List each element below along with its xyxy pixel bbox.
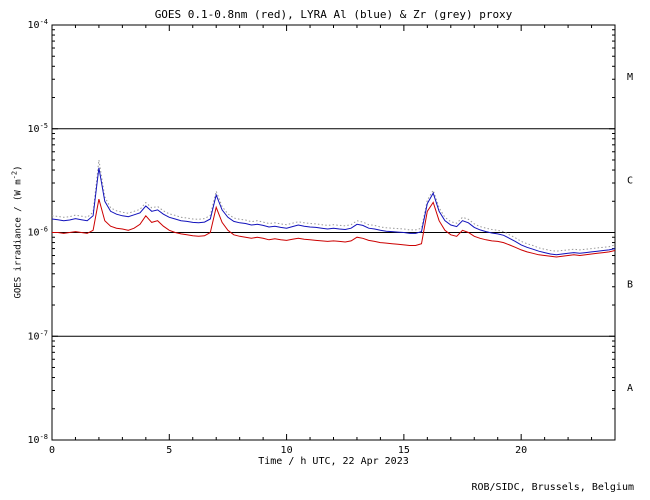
flare-class-label-C: C bbox=[627, 176, 633, 187]
y-tick-label: 10-6 bbox=[28, 226, 48, 239]
flare-class-label-A: A bbox=[627, 383, 633, 394]
x-tick-label: 5 bbox=[166, 445, 172, 456]
credit-text: ROB/SIDC, Brussels, Belgium bbox=[471, 482, 634, 493]
lyra_zr-series-line bbox=[51, 159, 616, 252]
x-tick-label: 0 bbox=[49, 445, 55, 456]
y-axis-label-exponent: -2 bbox=[10, 170, 19, 180]
y-tick-label: 10-4 bbox=[28, 18, 48, 31]
flare-class-label-B: B bbox=[627, 279, 633, 290]
y-tick-label: 10-7 bbox=[28, 329, 48, 342]
goes-series-line bbox=[52, 198, 616, 258]
y-tick-label: 10-8 bbox=[28, 433, 48, 446]
x-tick-label: 20 bbox=[515, 445, 527, 456]
chart-title: GOES 0.1-0.8nm (red), LYRA Al (blue) & Z… bbox=[154, 8, 513, 21]
y-axis-label-suffix: ) bbox=[13, 165, 24, 171]
lyra_al-series-line bbox=[51, 167, 616, 256]
y-tick-label: 10-5 bbox=[28, 122, 48, 135]
flare-class-label-M: M bbox=[627, 72, 633, 83]
x-tick-label: 15 bbox=[398, 445, 410, 456]
y-axis-label-text: GOES irradiance / (W m bbox=[13, 179, 24, 299]
y-axis-label: GOES irradiance / (W m-2) bbox=[11, 165, 24, 298]
x-tick-label: 10 bbox=[281, 445, 293, 456]
x-axis-label: Time / h UTC, 22 Apr 2023 bbox=[258, 456, 409, 467]
